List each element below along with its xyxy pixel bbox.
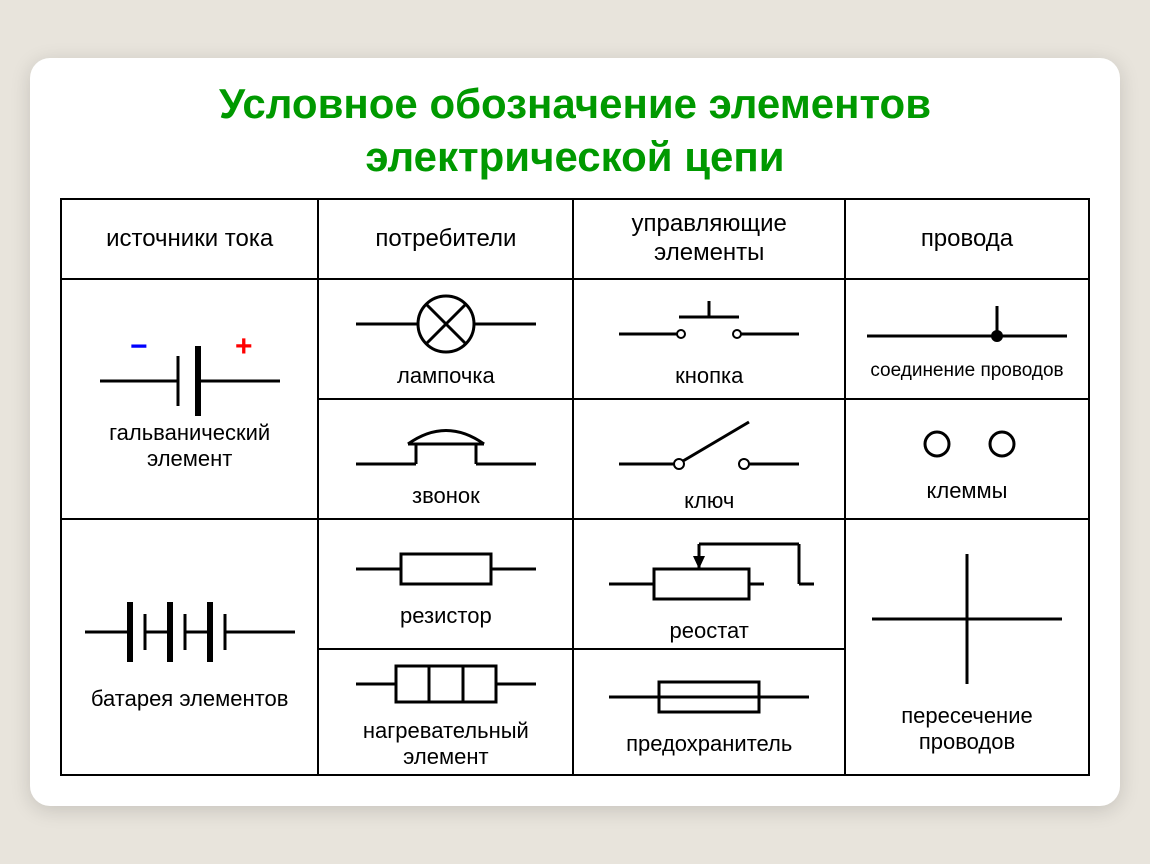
cell-switch: ключ — [573, 399, 845, 519]
battery-label: батарея элементов — [91, 686, 288, 712]
cell-crossing: пересечение проводов — [845, 519, 1089, 775]
col-header-controls: управляющие элементы — [573, 199, 845, 279]
col-header-consumers: потребители — [318, 199, 573, 279]
lamp-label: лампочка — [397, 363, 495, 389]
svg-text:−: − — [130, 330, 148, 363]
col-header-wires: провода — [845, 199, 1089, 279]
fuse-icon — [599, 667, 819, 727]
cell-fuse: предохранитель — [573, 649, 845, 775]
lamp-icon — [346, 289, 546, 359]
terminals-icon — [867, 414, 1067, 474]
bell-icon — [346, 409, 546, 479]
rheostat-label: реостат — [670, 618, 749, 644]
galvanic-label: гальванический элемент — [68, 420, 311, 472]
wire-junction-icon — [857, 296, 1077, 356]
wire-crossing-icon — [857, 539, 1077, 699]
fuse-label: предохранитель — [626, 731, 792, 757]
svg-text:+: + — [235, 330, 253, 363]
galvanic-element-icon: − + — [90, 326, 290, 416]
junction-label: соединение проводов — [870, 360, 1063, 382]
switch-label: ключ — [684, 488, 734, 514]
heater-icon — [346, 654, 546, 714]
symbol-table-card: Условное обозначение элементов электриче… — [30, 58, 1120, 806]
resistor-label: резистор — [400, 603, 492, 629]
button-label: кнопка — [675, 363, 743, 389]
rheostat-icon — [599, 524, 819, 614]
battery-icon — [80, 582, 300, 682]
col-header-sources: источники тока — [61, 199, 318, 279]
bell-label: звонок — [412, 483, 480, 509]
button-icon — [609, 289, 809, 359]
resistor-icon — [346, 539, 546, 599]
symbols-table: источники тока потребители управляющие э… — [60, 198, 1090, 776]
cell-resistor: резистор — [318, 519, 573, 649]
terminals-label: клеммы — [926, 478, 1007, 504]
heater-label: нагревательный элемент — [325, 718, 566, 770]
cell-bell: звонок — [318, 399, 573, 519]
cell-battery: батарея элементов — [61, 519, 318, 775]
cell-junction: соединение проводов — [845, 279, 1089, 399]
cell-heater: нагревательный элемент — [318, 649, 573, 775]
cell-button: кнопка — [573, 279, 845, 399]
crossing-label: пересечение проводов — [852, 703, 1082, 755]
switch-icon — [609, 404, 809, 484]
cell-rheostat: реостат — [573, 519, 845, 649]
cell-terminals: клеммы — [845, 399, 1089, 519]
cell-lamp: лампочка — [318, 279, 573, 399]
cell-galvanic: − + гальванический элемент — [61, 279, 318, 519]
table-title: Условное обозначение элементов электриче… — [60, 78, 1090, 183]
